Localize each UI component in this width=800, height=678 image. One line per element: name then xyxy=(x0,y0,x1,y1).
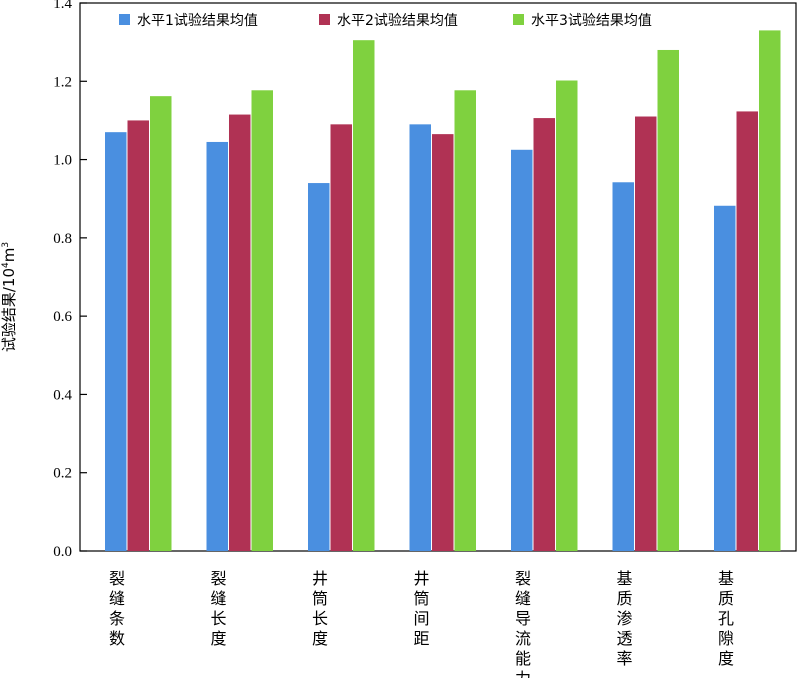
bar-series3-5 xyxy=(556,80,578,551)
category-label: 基质孔隙度 xyxy=(718,569,734,668)
bars xyxy=(105,30,781,552)
bar-series2-3 xyxy=(330,124,352,551)
category-label: 裂缝条数 xyxy=(109,569,125,648)
y-axis: 0.0 0.2 0.4 0.6 0.8 1.0 1.2 1.4 xyxy=(53,0,87,560)
legend-swatch-1 xyxy=(119,14,130,25)
y-axis-label: 试验结果/104m3 xyxy=(0,242,18,352)
bar-series3-2 xyxy=(251,90,273,551)
y-tick-label: 1.2 xyxy=(53,74,72,90)
y-tick-label: 1.0 xyxy=(53,153,72,169)
bar-series1-7 xyxy=(714,205,736,551)
bar-series3-6 xyxy=(657,49,679,551)
category-label: 基质渗透率 xyxy=(616,569,632,668)
x-axis-categories: 裂缝条数 裂缝长度 井筒长度 井筒间距 裂缝导流能力 基质渗透率 基质孔隙度 xyxy=(109,569,734,678)
category-label: 井筒间距 xyxy=(413,569,429,648)
y-tick-label: 1.4 xyxy=(53,0,72,12)
bar-series3-1 xyxy=(150,96,172,551)
bar-series3-4 xyxy=(454,90,476,551)
bar-series2-1 xyxy=(127,120,149,551)
bar-series1-5 xyxy=(511,149,533,552)
legend-swatch-3 xyxy=(513,14,524,25)
bar-series2-4 xyxy=(432,134,454,551)
y-tick-label: 0.4 xyxy=(53,387,72,403)
y-tick-label: 0.8 xyxy=(53,231,72,247)
bar-series1-2 xyxy=(206,141,228,551)
bar-series2-5 xyxy=(533,118,555,551)
legend-swatch-2 xyxy=(319,14,330,25)
y-tick-label: 0.6 xyxy=(53,309,72,325)
bar-series1-6 xyxy=(612,182,634,551)
category-label: 井筒长度 xyxy=(312,569,328,648)
bar-series1-3 xyxy=(308,183,330,552)
legend: 水平1试验结果均值 水平2试验结果均值 水平3试验结果均值 xyxy=(119,13,652,29)
bar-series1-1 xyxy=(105,132,127,551)
legend-label-1: 水平1试验结果均值 xyxy=(137,13,258,29)
bar-series3-3 xyxy=(353,40,375,551)
bar-series1-4 xyxy=(409,124,431,551)
bar-series2-6 xyxy=(635,116,657,551)
legend-label-3: 水平3试验结果均值 xyxy=(531,13,652,29)
bar-series2-7 xyxy=(736,111,758,551)
y-tick-label: 0.2 xyxy=(53,466,72,482)
y-tick-label: 0.0 xyxy=(53,544,72,560)
category-label: 裂缝长度 xyxy=(210,569,226,648)
bar-series3-7 xyxy=(759,30,781,551)
bar-series2-2 xyxy=(229,114,251,552)
legend-label-2: 水平2试验结果均值 xyxy=(337,13,458,29)
category-label: 裂缝导流能力 xyxy=(515,569,531,678)
